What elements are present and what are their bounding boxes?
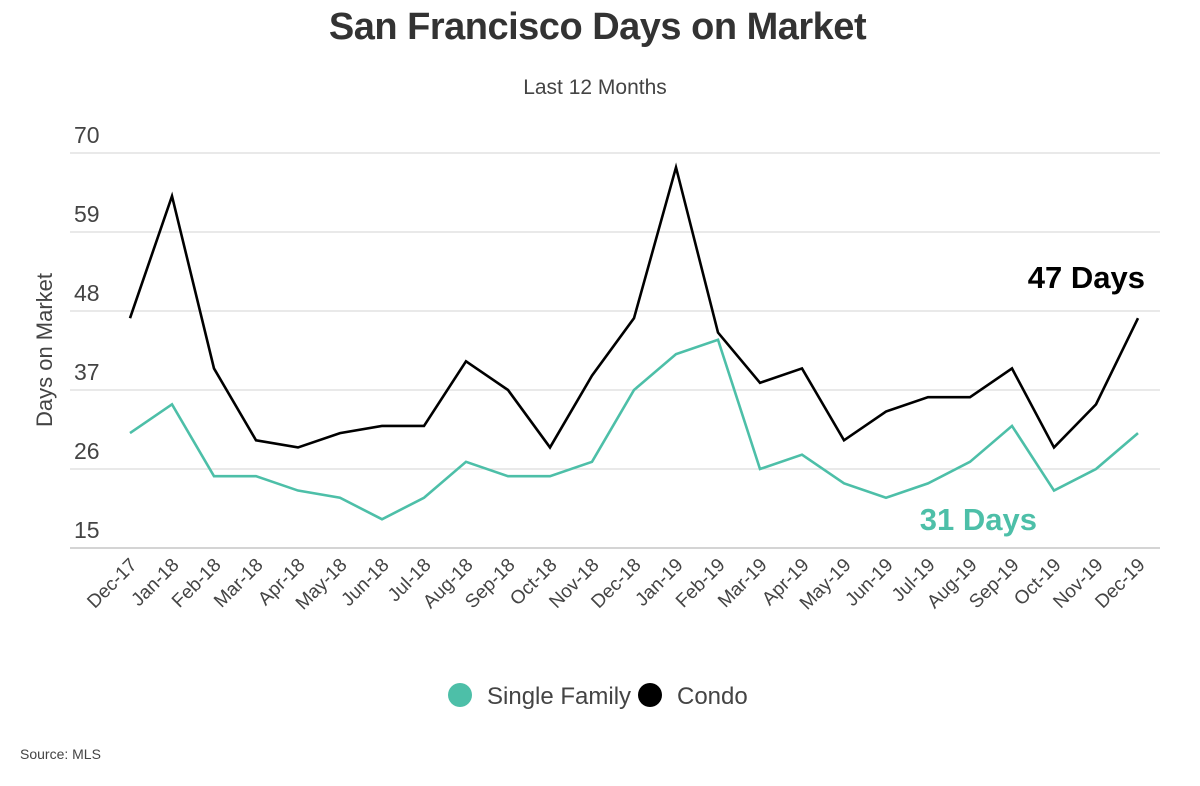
series-line-single-family [129,338,1139,521]
chart-subtitle: Last 12 Months [523,76,667,99]
y-tick-label: 26 [74,438,100,464]
y-tick-label: 70 [74,122,100,148]
x-tick-label: Dec-17 [83,555,141,613]
y-tick-label: 48 [74,280,100,306]
chart-title: San Francisco Days on Market [328,6,867,48]
y-tick-label: 15 [74,517,100,543]
y-axis-label: Days on Market [32,273,57,427]
legend-marker [448,683,472,707]
condo-end-label: 47 Days [1028,260,1145,295]
source-note: Source: MLS [20,746,101,762]
single-family-end-label: 31 Days [920,502,1037,537]
legend-label: Condo [677,683,748,710]
series-line-condo [128,162,1140,450]
x-tick-label: Jun-19 [842,555,898,611]
legend-marker [638,683,662,707]
y-tick-label: 59 [74,201,100,227]
y-tick-label: 37 [74,359,100,385]
x-tick-label: Jun-18 [338,555,394,611]
legend-label: Single Family [487,683,631,710]
